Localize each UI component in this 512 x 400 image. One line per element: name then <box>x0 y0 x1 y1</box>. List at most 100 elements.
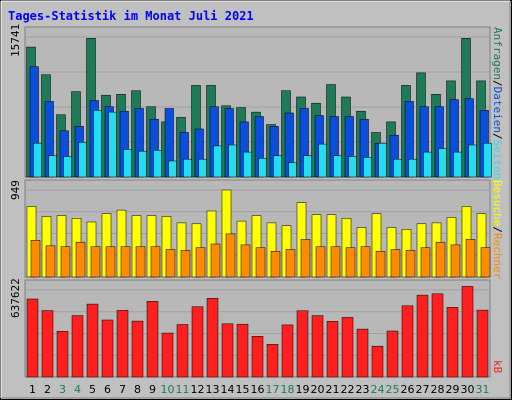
bar-seiten-day-6 <box>108 111 117 178</box>
legend-besuche: Besuche <box>491 180 504 226</box>
x-tick-day-25: 25 <box>386 383 400 396</box>
bar-kb-day-23 <box>356 328 369 378</box>
ymax-label-traffic: 15741 <box>9 24 22 57</box>
bar-rechner-day-19 <box>300 239 311 278</box>
x-tick-day-8: 8 <box>134 383 141 396</box>
bar-rechner-day-30 <box>465 239 476 278</box>
bar-kb-day-16 <box>251 336 264 378</box>
bar-kb-day-18 <box>281 324 294 378</box>
bar-seiten-day-1 <box>33 142 42 178</box>
chart-title: Tages-Statistik im Monat Juli 2021 <box>8 9 254 23</box>
bar-seiten-day-17 <box>273 155 282 178</box>
bar-kb-day-3 <box>56 331 69 378</box>
bar-seiten-day-22 <box>348 156 357 178</box>
bar-rechner-day-22 <box>345 247 356 278</box>
x-tick-day-9: 9 <box>149 383 156 396</box>
ymax-label-volume: 637622 <box>9 278 22 318</box>
bar-kb-day-4 <box>71 315 84 378</box>
x-tick-day-4: 4 <box>74 383 81 396</box>
x-tick-day-23: 23 <box>356 383 370 396</box>
bar-kb-day-19 <box>296 310 309 378</box>
x-tick-day-15: 15 <box>236 383 250 396</box>
bar-rechner-day-24 <box>375 251 386 278</box>
bar-kb-day-6 <box>101 319 114 378</box>
x-tick-day-16: 16 <box>251 383 265 396</box>
bar-kb-day-12 <box>191 306 204 378</box>
bar-rechner-day-15 <box>240 244 251 278</box>
x-tick-day-29: 29 <box>446 383 460 396</box>
bar-kb-day-14 <box>221 323 234 378</box>
bar-kb-day-26 <box>401 305 414 378</box>
bar-rechner-day-11 <box>180 250 191 278</box>
x-tick-day-19: 19 <box>296 383 310 396</box>
bar-rechner-day-12 <box>195 247 206 278</box>
panel-volume <box>25 286 490 378</box>
bar-seiten-day-18 <box>288 162 297 178</box>
bar-seiten-day-11 <box>183 158 192 178</box>
x-tick-day-11: 11 <box>176 383 190 396</box>
bar-kb-day-29 <box>446 307 459 378</box>
bar-kb-day-24 <box>371 345 384 378</box>
bar-rechner-day-20 <box>315 246 326 278</box>
bar-rechner-day-21 <box>330 246 341 278</box>
x-tick-day-14: 14 <box>221 383 235 396</box>
bar-kb-day-11 <box>176 324 189 378</box>
bar-seiten-day-25 <box>393 158 402 178</box>
legend-anfragen: Anfragen <box>491 27 504 80</box>
bar-rechner-day-29 <box>450 244 461 278</box>
bar-kb-day-13 <box>206 298 219 378</box>
bar-seiten-day-2 <box>48 155 57 178</box>
bar-kb-day-30 <box>461 286 474 378</box>
bar-seiten-day-29 <box>453 151 462 178</box>
legend-separator: / <box>491 133 504 140</box>
bar-seiten-day-23 <box>363 157 372 178</box>
bar-seiten-day-14 <box>228 144 237 178</box>
bar-rechner-day-14 <box>225 233 236 278</box>
x-tick-day-31: 31 <box>476 383 490 396</box>
panel-traffic <box>25 36 492 178</box>
bar-seiten-day-26 <box>408 158 417 178</box>
legend-dateien: Dateien <box>491 87 504 133</box>
x-tick-day-24: 24 <box>371 383 385 396</box>
x-tick-day-28: 28 <box>431 383 445 396</box>
x-axis-tick-labels: 1 2 3 4 5 6 7 8 9 10 11 12 13 14 15 16 17 18 19 20 21 22 23 24 2… <box>29 383 490 396</box>
bar-rechner-day-9 <box>150 246 161 278</box>
bar-kb-day-22 <box>341 317 354 378</box>
bar-rechner-day-1 <box>30 240 41 278</box>
bar-kb-day-28 <box>431 293 444 378</box>
bar-kb-day-31 <box>476 309 489 378</box>
bar-kb-day-17 <box>266 344 279 378</box>
bar-seiten-day-8 <box>138 150 147 178</box>
bar-rechner-day-5 <box>90 246 101 278</box>
bar-seiten-day-27 <box>423 151 432 178</box>
bar-rechner-day-6 <box>105 246 116 278</box>
bar-seiten-day-10 <box>168 160 177 178</box>
bar-rechner-day-26 <box>405 250 416 278</box>
bar-kb-day-21 <box>326 321 339 378</box>
bar-seiten-day-13 <box>213 145 222 178</box>
ymax-label-visits: 949 <box>9 180 22 200</box>
x-tick-day-3: 3 <box>59 383 66 396</box>
legend-separator: / <box>491 80 504 87</box>
bar-rechner-day-2 <box>45 245 56 278</box>
x-tick-day-30: 30 <box>461 383 475 396</box>
x-tick-day-10: 10 <box>161 383 175 396</box>
bar-kb-day-10 <box>161 332 174 378</box>
x-tick-day-1: 1 <box>29 383 36 396</box>
bar-seiten-day-4 <box>78 142 87 178</box>
bar-rechner-day-28 <box>435 241 446 278</box>
bar-rechner-day-17 <box>270 251 281 278</box>
bar-kb-day-5 <box>86 303 99 378</box>
bar-rechner-day-4 <box>75 241 86 278</box>
bar-rechner-day-8 <box>135 246 146 278</box>
x-tick-day-2: 2 <box>44 383 51 396</box>
bar-rechner-day-3 <box>60 246 71 278</box>
x-tick-day-20: 20 <box>311 383 325 396</box>
x-tick-day-6: 6 <box>104 383 111 396</box>
x-tick-day-17: 17 <box>266 383 280 396</box>
panel-visits <box>25 189 491 278</box>
x-tick-day-21: 21 <box>326 383 340 396</box>
legend-right-bottom: kB <box>491 360 504 374</box>
bar-rechner-day-31 <box>480 247 491 278</box>
x-tick-day-12: 12 <box>191 383 205 396</box>
